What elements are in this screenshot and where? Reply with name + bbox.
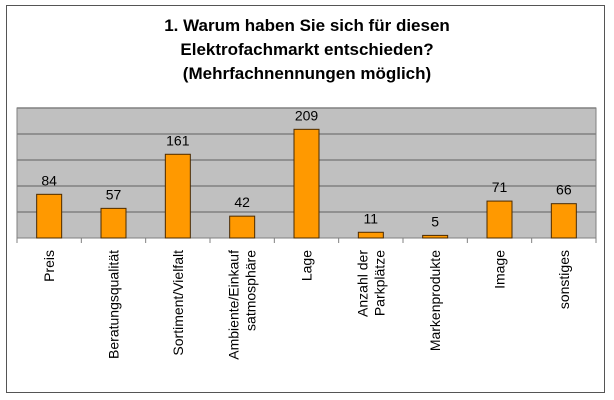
- category-label: Parkplätze: [371, 250, 387, 316]
- category-label: Anzahl der: [354, 250, 370, 317]
- bar: [36, 193, 63, 239]
- category-label: sonstiges: [556, 250, 572, 309]
- bar: [229, 215, 256, 239]
- bar: [550, 203, 577, 239]
- data-label: 71: [492, 179, 508, 195]
- data-label: 11: [364, 210, 379, 226]
- bar: [293, 128, 320, 239]
- category-label: Lage: [299, 250, 315, 281]
- category-label: Image: [492, 250, 508, 289]
- data-label: 209: [295, 107, 319, 123]
- data-label: 161: [166, 132, 190, 148]
- data-label: 5: [431, 213, 439, 229]
- category-label: Preis: [41, 250, 57, 282]
- data-label: 84: [41, 172, 57, 188]
- chart-title: 1. Warum haben Sie sich für diesen Elekt…: [0, 14, 614, 86]
- category-label: Ambiente/Einkauf: [226, 250, 242, 360]
- title-line-2: Elektrofachmarkt entschieden?: [180, 40, 434, 59]
- bar: [357, 231, 384, 239]
- bar: [486, 200, 513, 239]
- title-line-3: (Mehrfachnennungen möglich): [182, 64, 432, 83]
- category-label: Markenprodukte: [427, 250, 443, 351]
- data-label: 42: [234, 194, 250, 210]
- category-label: Beratungsqualität: [106, 250, 122, 359]
- title-line-1: 1. Warum haben Sie sich für diesen: [164, 16, 450, 35]
- bar: [164, 153, 191, 239]
- category-label: Sortiment/Vielfalt: [170, 250, 186, 356]
- bar: [422, 234, 449, 239]
- data-label: 57: [106, 186, 122, 202]
- data-label: 66: [556, 182, 572, 198]
- bar: [100, 207, 127, 239]
- category-label: satmosphäre: [243, 250, 259, 331]
